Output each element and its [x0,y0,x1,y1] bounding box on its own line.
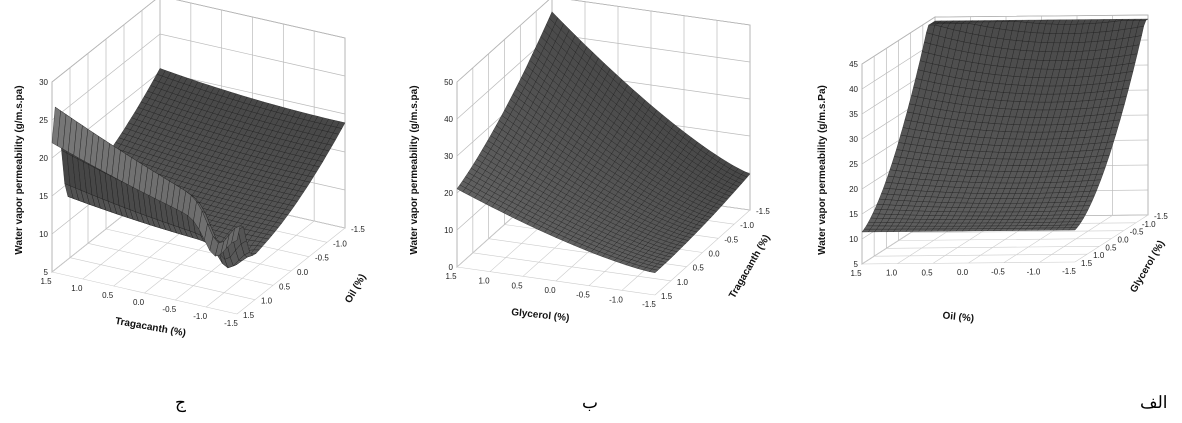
x-tick-label: 0.5 [921,268,933,277]
z-tick-label: 20 [444,189,453,198]
x-tick-label: 1.5 [445,272,457,281]
x-tick-label: -1.0 [1027,267,1041,276]
z-tick-label: 30 [39,78,48,87]
z-tick-label: 5 [44,268,49,277]
z-tick-label: 10 [849,235,858,244]
x-tick-label: -1.5 [642,300,656,309]
x-tick-label: 1.0 [71,284,83,293]
z-tick-label: 25 [849,160,858,169]
x-tick-label: 1.5 [850,269,862,278]
z-tick-label: 10 [444,226,453,235]
z-tick-label: 10 [39,230,48,239]
z-tick-label: 45 [849,60,858,69]
caption-middle: ب [582,393,599,413]
x-tick-label: 1.0 [478,277,490,286]
z-tick-label: 30 [849,135,858,144]
y-tick-label: 1.0 [261,297,273,306]
z-tick-label: 40 [849,85,858,94]
caption-right: الف [1140,393,1168,413]
z-axis-label: Water vapor permeability (g/m.s.pa) [409,85,420,254]
z-tick-label: 50 [444,78,453,87]
y-tick-label: -1.0 [740,221,754,230]
z-tick-label: 20 [849,185,858,194]
x-tick-label: -0.5 [576,291,590,300]
z-tick-label: 0 [449,263,454,272]
x-tick-label: 0.0 [957,268,969,277]
x-tick-label: -0.5 [991,268,1005,277]
surface-panel-1: 510152025301.51.00.50.0-0.5-1.0-1.5-1.5-… [14,0,369,339]
y-tick-label: 0.0 [1118,236,1130,245]
surface-panel-2: 010203040501.51.00.50.0-0.5-1.0-1.5-1.5-… [409,0,773,324]
z-tick-label: 40 [444,115,453,124]
x-tick-label: -1.0 [609,295,623,304]
z-axis-label: Water vapor permeability (g/m.s.Pa) [817,85,828,255]
y-axis-label: Glycerol (%) [1128,239,1167,295]
surface-mesh [861,18,1149,233]
z-tick-label: 20 [39,154,48,163]
z-tick-label: 15 [849,210,858,219]
caption-left: ج [175,393,186,413]
x-tick-label: -1.0 [193,312,207,321]
x-tick-label: -0.5 [162,305,176,314]
x-tick-label: 1.0 [886,269,898,278]
y-tick-label: 1.0 [1093,251,1105,260]
x-axis-label: Tragacanth (%) [114,316,187,339]
x-tick-label: 0.0 [544,286,556,295]
surface-mesh [51,68,346,269]
y-tick-label: 0.5 [693,264,705,273]
x-tick-label: 0.5 [102,291,114,300]
y-axis-label: Oil (%) [343,272,368,305]
y-tick-label: 0.0 [709,250,721,259]
x-tick-label: -1.5 [224,319,238,328]
y-tick-label: 0.0 [297,268,309,277]
y-tick-label: -1.0 [333,239,347,248]
z-tick-label: 30 [444,152,453,161]
y-tick-label: -0.5 [315,254,329,263]
y-tick-label: 0.5 [279,282,291,291]
y-tick-label: -1.5 [1154,212,1168,221]
x-tick-label: 1.5 [40,277,52,286]
y-tick-label: 1.0 [677,278,689,287]
y-tick-label: 0.5 [1105,243,1117,252]
x-axis-label: Oil (%) [942,310,975,324]
z-tick-label: 35 [849,110,858,119]
y-tick-label: -0.5 [1130,228,1144,237]
y-tick-label: -0.5 [724,235,738,244]
x-tick-label: -1.5 [1062,267,1076,276]
surface-mesh [456,11,751,273]
x-tick-label: 0.0 [133,298,145,307]
y-tick-label: 1.5 [1081,259,1093,268]
y-tick-label: -1.5 [351,225,365,234]
z-axis-label: Water vapor permeability (g/m.s.pa) [14,85,25,254]
y-tick-label: 1.5 [661,292,673,301]
x-axis-label: Glycerol (%) [511,307,570,324]
z-tick-label: 25 [39,116,48,125]
y-tick-label: -1.5 [756,207,770,216]
y-tick-label: -1.0 [1142,220,1156,229]
z-tick-label: 5 [854,260,859,269]
z-tick-label: 15 [39,192,48,201]
x-tick-label: 0.5 [511,281,523,290]
y-tick-label: 1.5 [243,311,255,320]
